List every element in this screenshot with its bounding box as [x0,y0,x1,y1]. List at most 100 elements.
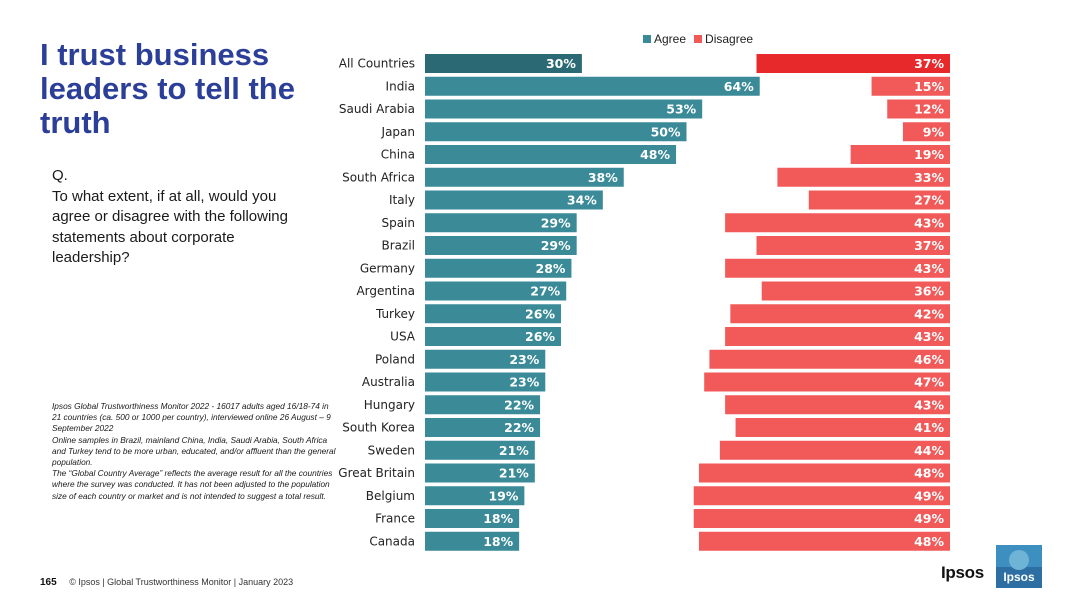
ipsos-wordmark: Ipsos [941,563,984,582]
disagree-value-label-canada: 48% [914,534,944,549]
agree-value-label-belgium: 19% [488,488,518,503]
disagree-bar-all-countries [756,54,950,73]
category-label-great-britain: Great Britain [338,466,415,480]
legend-swatch-disagree [694,35,703,43]
agree-value-label-china: 48% [640,147,670,162]
disagree-bar-india [871,76,950,96]
category-label-all-countries: All Countries [339,57,415,71]
footer-text: © Ipsos | Global Trustworthiness Monitor… [69,577,294,587]
category-label-south-korea: South Korea [342,421,415,435]
disagree-value-label-italy: 27% [914,193,944,208]
agree-bar-south-korea [425,418,541,437]
disagree-bar-brazil [756,236,950,255]
disagree-bar-argentina [761,281,950,301]
category-label-spain: Spain [381,216,415,230]
agree-value-label-all-countries: 30% [546,56,576,71]
agree-value-label-hungary: 22% [504,397,534,412]
disagree-value-label-spain: 43% [914,215,944,230]
agree-value-label-germany: 28% [536,261,566,276]
page-number: 165 [40,577,57,588]
agree-bar-hungary [425,395,541,415]
agree-value-label-japan: 50% [651,124,681,139]
agree-bar-france [425,509,520,528]
ipsos-logo-icon: Ipsos [996,545,1042,588]
legend-item-disagree: Disagree [694,32,753,46]
disagree-bar-poland [709,349,950,369]
agree-bar-poland [425,349,546,369]
chart-legend: Agree Disagree [643,32,753,46]
category-label-poland: Poland [375,352,415,366]
disagree-value-label-sweden: 44% [914,443,944,458]
agree-value-label-south-africa: 38% [588,170,618,185]
category-label-argentina: Argentina [356,284,415,298]
disagree-bar-belgium [693,486,950,506]
category-label-italy: Italy [389,193,415,207]
disagree-bar-germany [725,258,950,278]
disagree-value-label-germany: 43% [914,261,944,276]
agree-bar-usa [425,327,561,346]
category-label-sweden: Sweden [368,443,415,457]
disagree-value-label-all-countries: 37% [914,56,944,71]
note-online-samples: Online samples in Brazil, mainland China… [52,434,336,468]
agree-bar-australia [425,372,546,392]
disagree-value-label-brazil: 37% [914,238,944,253]
disagree-bar-usa [725,327,950,346]
category-label-belgium: Belgium [366,489,415,503]
category-label-germany: Germany [360,261,415,275]
legend-label-agree: Agree [654,32,687,46]
note-country-average: The “Global Country Average” reflects th… [52,468,333,501]
agree-value-label-argentina: 27% [530,284,560,299]
legend-swatch-agree [643,35,651,43]
disagree-bar-saudi-arabia [887,99,950,119]
agree-bar-great-britain [425,463,535,483]
footer: 165 © Ipsos | Global Trustworthiness Mon… [40,577,293,588]
agree-value-label-turkey: 26% [525,306,555,321]
agree-value-label-south-korea: 22% [504,420,534,435]
agree-value-label-great-britain: 21% [499,466,529,481]
disagree-bar-canada [698,531,950,551]
agree-bar-all-countries [425,54,582,73]
category-label-canada: Canada [369,534,415,548]
agree-value-label-spain: 29% [541,215,571,230]
agree-bar-brazil [425,236,577,255]
category-label-china: China [381,148,415,162]
disagree-bar-turkey [730,304,950,324]
agree-bar-spain [425,213,577,233]
ipsos-logo-text: Ipsos [1003,570,1035,584]
category-label-india: India [386,79,415,93]
agree-bar-saudi-arabia [425,99,703,119]
agree-value-label-canada: 18% [483,534,513,549]
agree-value-label-poland: 23% [509,352,539,367]
agree-value-label-usa: 26% [525,329,555,344]
agree-bar-canada [425,531,520,551]
category-label-japan: Japan [381,125,415,139]
agree-bar-italy [425,190,603,210]
legend-item-agree: Agree [643,32,686,46]
agree-value-label-sweden: 21% [499,443,529,458]
disagree-value-label-belgium: 49% [914,488,944,503]
disagree-bar-spain [725,213,950,233]
disagree-value-label-india: 15% [914,79,944,94]
agree-value-label-australia: 23% [509,375,539,390]
disagree-bar-great-britain [698,463,950,483]
disagree-bar-australia [704,372,950,392]
agree-value-label-brazil: 29% [541,238,571,253]
agree-bar-sweden [425,440,535,460]
category-label-france: France [375,512,415,526]
disagree-value-label-great-britain: 48% [914,466,944,481]
category-label-turkey: Turkey [375,307,415,321]
disagree-bar-italy [808,190,950,210]
disagree-value-label-france: 49% [914,511,944,526]
category-label-australia: Australia [362,375,415,389]
disagree-value-label-hungary: 43% [914,397,944,412]
disagree-bar-china [850,145,950,164]
disagree-value-label-japan: 9% [923,124,945,139]
disagree-bar-hungary [725,395,950,415]
legend-label-disagree: Disagree [705,32,754,46]
disagree-value-label-poland: 46% [914,352,944,367]
agree-bar-south-africa [425,167,624,187]
disagree-value-label-saudi-arabia: 12% [914,102,944,117]
agree-bar-turkey [425,304,561,324]
agree-value-label-france: 18% [483,511,513,526]
